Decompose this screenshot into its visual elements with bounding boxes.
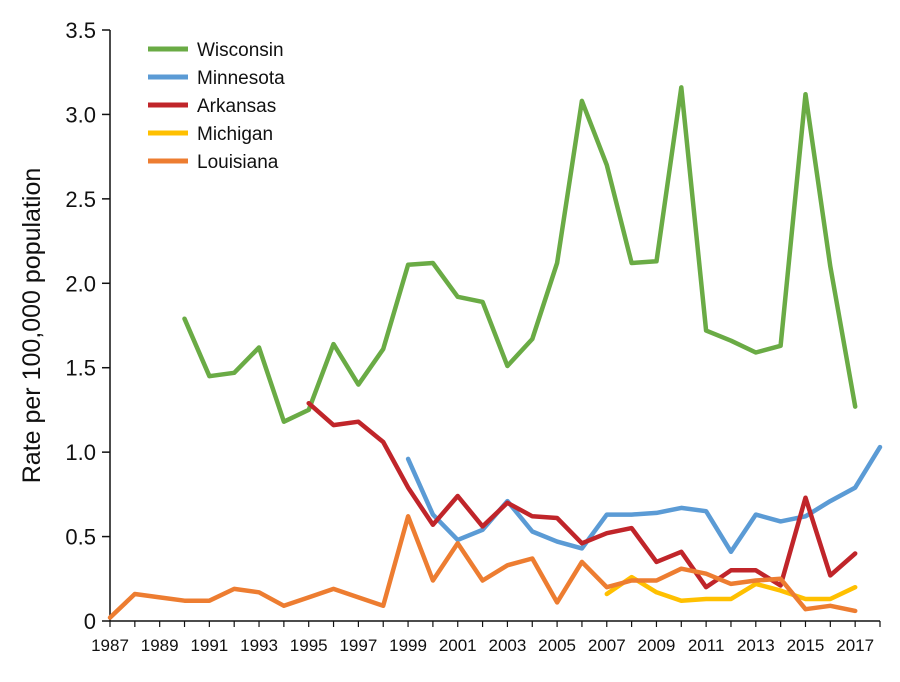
series-line-minnesota — [405, 444, 883, 555]
series-line-louisiana — [107, 514, 858, 620]
x-tick-label: 1989 — [141, 636, 179, 655]
legend-label-louisiana: Louisiana — [197, 152, 279, 173]
x-tick-label: 2009 — [638, 636, 676, 655]
x-tick-label: 1995 — [290, 636, 328, 655]
y-tick-label: 0.5 — [65, 525, 96, 550]
y-tick-label: 2.5 — [65, 187, 96, 212]
legend-label-michigan: Michigan — [197, 124, 273, 145]
x-tick-label: 2017 — [836, 636, 874, 655]
series-line-michigan — [604, 574, 858, 603]
y-tick-label: 3.5 — [65, 18, 96, 43]
x-tick-label: 1999 — [389, 636, 427, 655]
x-tick-label: 2011 — [688, 636, 725, 655]
x-ticks: 1987 1989 1991 1993 1995 1997 1999 2001 2003 2005… — [91, 621, 881, 655]
x-tick-label: 2013 — [737, 636, 775, 655]
x-tick-label: 2015 — [787, 636, 825, 655]
legend-label-wisconsin: Wisconsin — [197, 40, 284, 61]
y-tick-label: 0 — [84, 609, 96, 634]
x-tick-label: 1987 — [91, 636, 129, 655]
series-lines — [107, 85, 883, 620]
series-line-wisconsin — [182, 85, 858, 424]
x-tick-label: 1993 — [240, 636, 278, 655]
y-ticks: 0 0.5 1.0 1.5 2.0 2.5 3.0 3.5 — [65, 18, 110, 634]
axes: 00.51.01.52.02.53.03.5 1987 1989 1991 1993 1… — [65, 18, 881, 655]
x-tick-label: 2007 — [588, 636, 626, 655]
y-tick-label: 3.0 — [65, 102, 96, 127]
x-tick-label: 1997 — [339, 636, 377, 655]
y-tick-label: 1.5 — [65, 356, 96, 381]
y-tick-label: 1.0 — [65, 440, 96, 465]
legend-label-minnesota: Minnesota — [197, 68, 285, 89]
y-tick-label: 2.0 — [65, 271, 96, 296]
legend-label-arkansas: Arkansas — [197, 96, 276, 117]
x-tick-label: 2003 — [489, 636, 527, 655]
x-tick-label: 1991 — [190, 636, 228, 655]
legend: Wisconsin Minnesota Arkansas Michigan Louisi… — [148, 40, 285, 173]
x-tick-label: 2001 — [439, 636, 477, 655]
x-tick-label: 2005 — [538, 636, 576, 655]
series-line-arkansas — [306, 400, 858, 590]
y-axis-title: Rate per 100,000 population — [18, 168, 46, 484]
